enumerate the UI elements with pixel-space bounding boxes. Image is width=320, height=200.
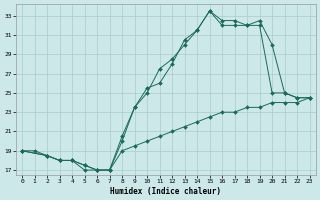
X-axis label: Humidex (Indice chaleur): Humidex (Indice chaleur) [110, 187, 221, 196]
